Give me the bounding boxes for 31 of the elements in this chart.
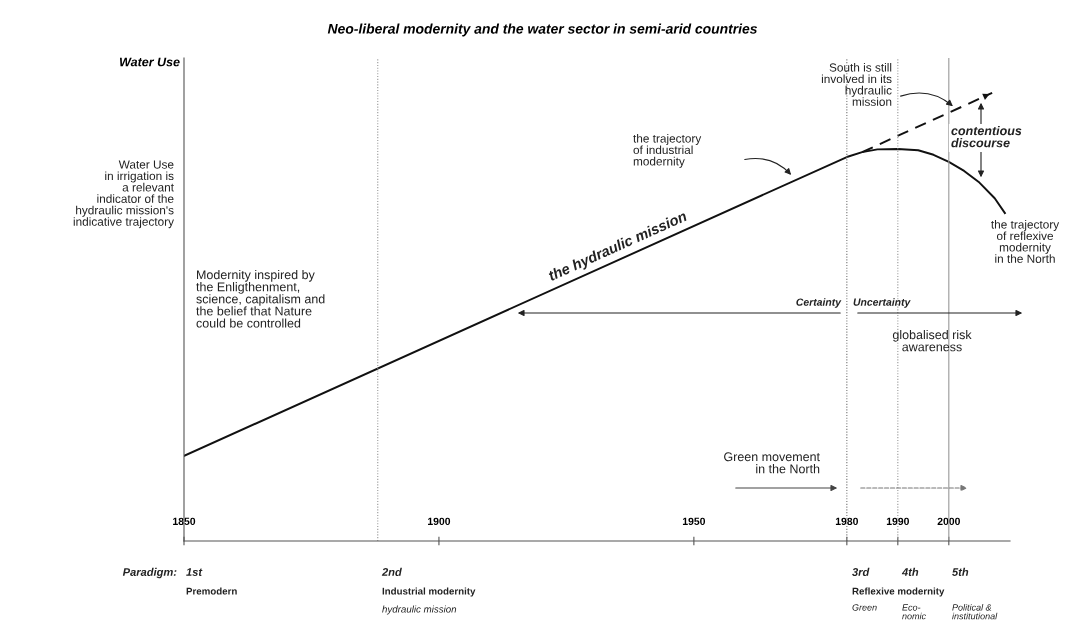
text: Green: [852, 604, 877, 611]
x-tick-label: 1950: [682, 517, 706, 526]
annotation: South is still involved in its hydraulic mission: [821, 63, 892, 106]
text: Reflexive modernity: [852, 587, 945, 597]
annotation: contentious discourse: [951, 126, 1022, 148]
annotation: Uncertainty: [853, 298, 911, 308]
text: Eco- nomic: [902, 604, 926, 620]
annotation: Modernity inspired by the Enligthenment, science, capitalism and the belief that Nature could be controlled: [196, 270, 325, 328]
text: Paradigm:: [122, 567, 177, 579]
text: Industrial modernity: [382, 587, 476, 597]
text: Premodern: [186, 587, 237, 595]
chart-title: Neo-liberal modernity and the water sector in semi-arid countries: [327, 23, 757, 37]
text: 4th: [901, 567, 919, 576]
x-tick-label: 2000: [937, 517, 960, 526]
text: Political & institutional: [952, 604, 998, 620]
x-tick-label: 1850: [173, 517, 196, 526]
x-tick-label: 1900: [428, 517, 451, 526]
annotation: the trajectory of industrial modernity: [633, 134, 702, 168]
text: 1st: [186, 568, 203, 576]
text: 5th: [952, 567, 969, 576]
text: hydraulic mission: [382, 605, 457, 615]
text: Water Use in irrigation is a relevant indicator of the hydraulic mission's indicative trajectory: [73, 160, 174, 229]
text: 2nd: [381, 567, 402, 576]
annotation: Green movement in the North: [724, 452, 820, 474]
text: 3rd: [852, 567, 870, 576]
x-tick-label: 1990: [886, 517, 909, 526]
annotation: globalised risk awareness: [892, 330, 972, 352]
x-tick-label: 1980: [835, 517, 858, 526]
annotation: the trajectory of reflexive modernity in the North: [991, 220, 1060, 263]
y-axis-title: Water Use: [120, 57, 180, 67]
annotation: Certainty: [796, 298, 842, 308]
